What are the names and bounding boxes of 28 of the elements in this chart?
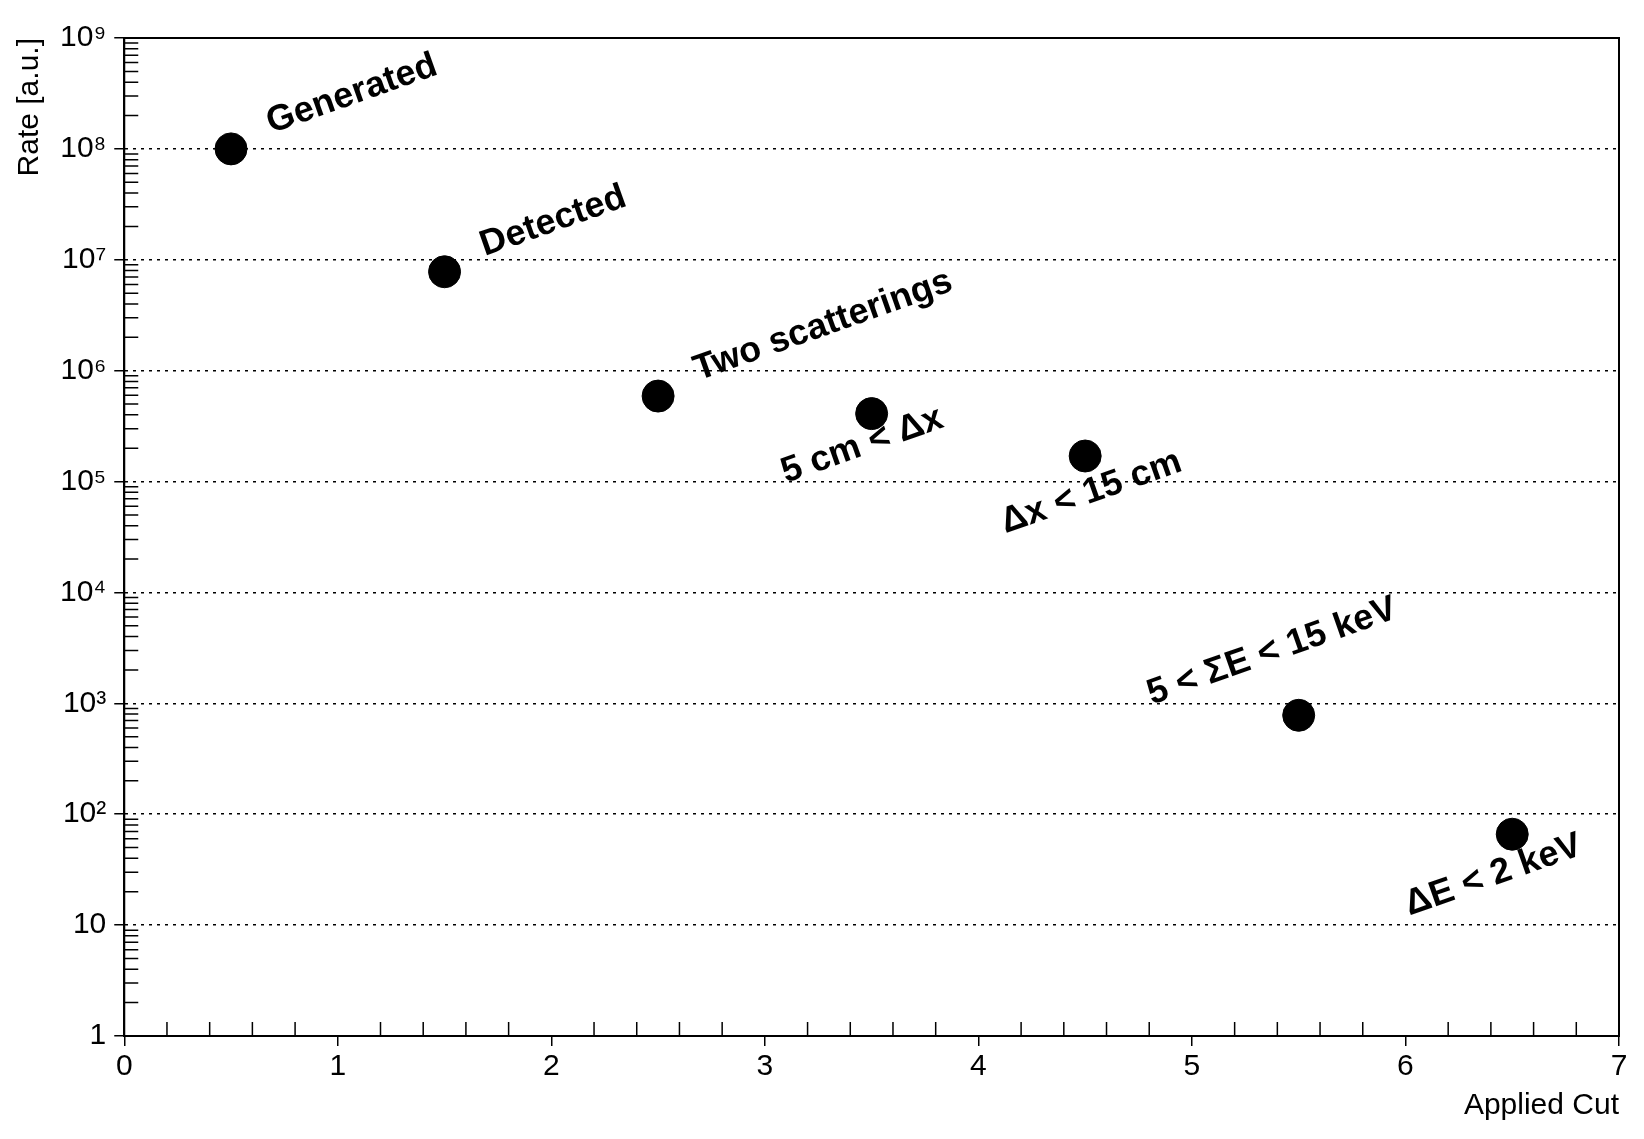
y-tick-label: 10⁹ (60, 19, 107, 53)
y-tick-label: 10 (72, 906, 107, 940)
x-tick-label: 4 (970, 1048, 987, 1082)
x-tick-label: 6 (1397, 1048, 1414, 1082)
annotation: 5 cm < Δx (774, 395, 948, 491)
x-tick-label: 0 (115, 1048, 133, 1082)
annotation: Δx < 15 cm (994, 439, 1187, 541)
y-tick-label: 10² (62, 795, 107, 829)
point (428, 255, 462, 289)
x-tick-label: 1 (329, 1048, 347, 1082)
x-axis-title: Applied Cut (1463, 1087, 1620, 1121)
y-tick-label: 10⁴ (59, 573, 107, 607)
point (641, 379, 675, 413)
y-tick-label: 10⁵ (60, 462, 107, 496)
y-axis-title: Rate [a.u.] (11, 38, 45, 177)
annotation: ΔE < 2 keV (1398, 822, 1587, 924)
point (1282, 698, 1316, 732)
x-tick-label: 5 (1183, 1048, 1201, 1082)
y-tick-label: 10⁷ (62, 241, 107, 275)
x-tick-label: 2 (542, 1048, 560, 1082)
y-tick-label: 10⁸ (60, 130, 107, 164)
y-tick-label: 10³ (62, 684, 107, 718)
point (214, 132, 248, 166)
y-tick-label: 10⁶ (60, 351, 107, 385)
y-tick-label: 1 (89, 1017, 107, 1051)
x-tick-label: 3 (756, 1048, 774, 1082)
annotation: 5 < ΣE < 15 keV (1141, 586, 1402, 713)
x-tick-label: 7 (1610, 1048, 1628, 1082)
